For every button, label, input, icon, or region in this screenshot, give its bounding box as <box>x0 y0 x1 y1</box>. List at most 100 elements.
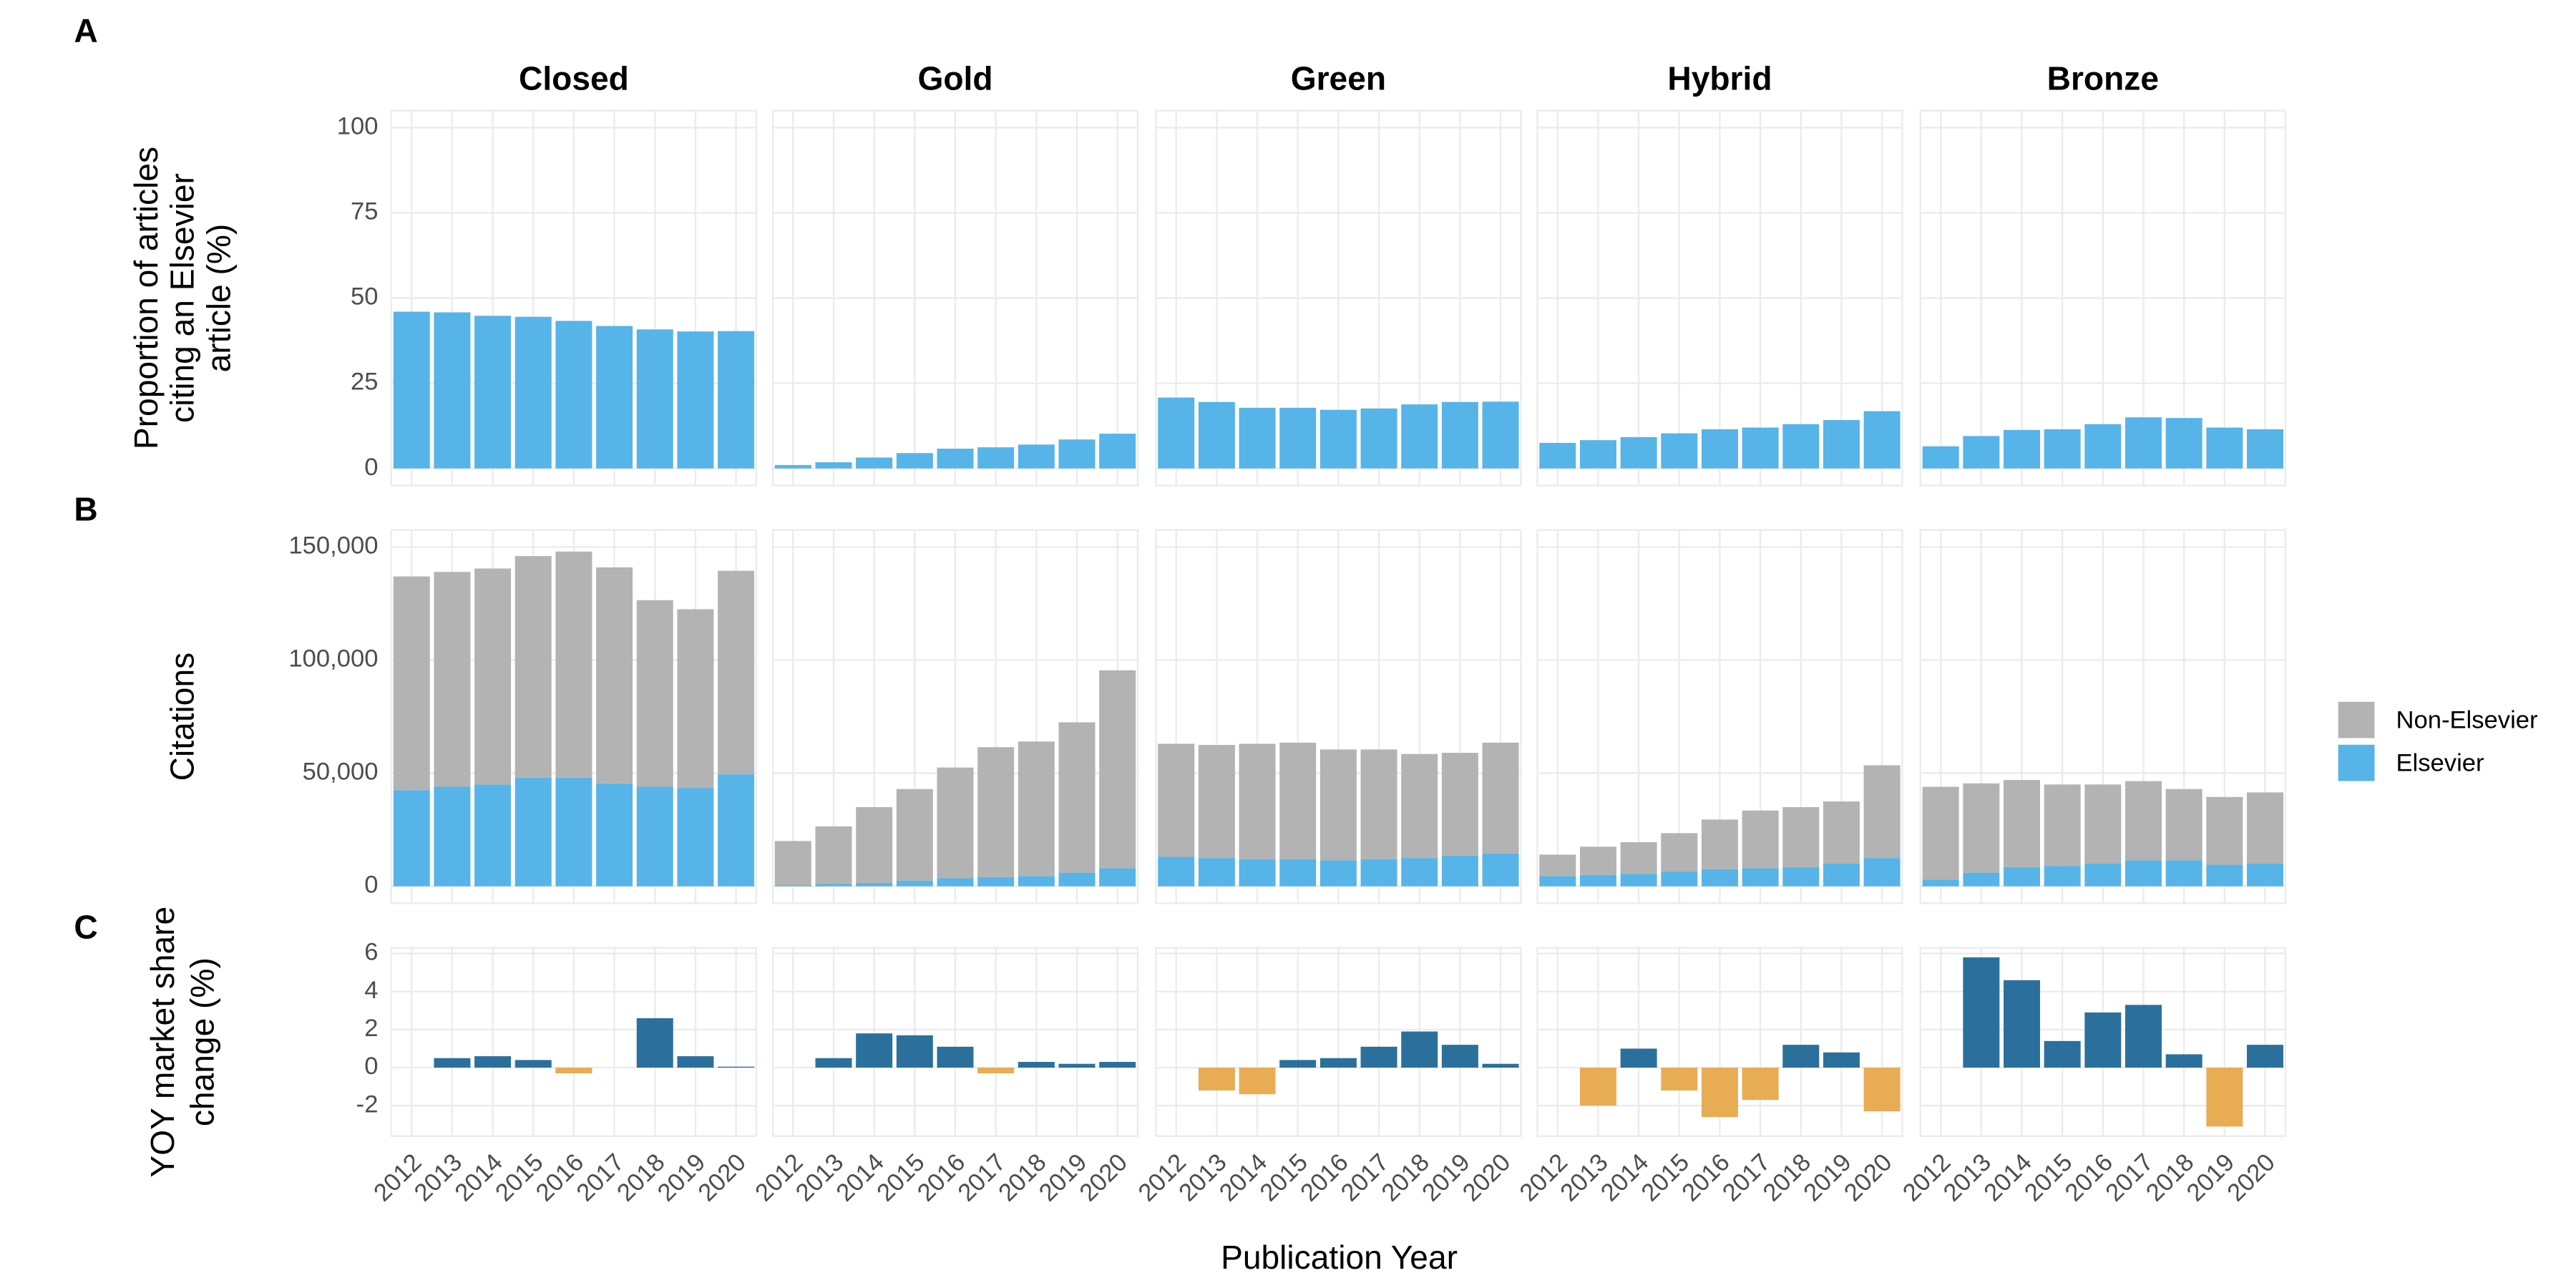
bar-segment <box>2247 792 2284 864</box>
bar-segment <box>1661 833 1698 872</box>
bar-segment <box>1661 872 1698 887</box>
bar-segment <box>1782 806 1820 867</box>
legend-swatch <box>2338 744 2375 781</box>
bar <box>815 1058 852 1068</box>
bar <box>1441 401 1478 469</box>
bar-segment <box>1401 753 1438 859</box>
bar <box>1319 409 1357 469</box>
bar <box>1099 434 1136 469</box>
bar <box>937 1046 974 1068</box>
bar-segment <box>1922 786 1959 880</box>
bar <box>434 312 471 469</box>
bar-segment <box>596 567 633 784</box>
bar-segment <box>1360 859 1397 887</box>
facet-title: Closed <box>519 59 629 97</box>
bar-segment <box>1441 855 1478 887</box>
y-axis-label: citing an Elsevier <box>164 173 201 423</box>
bar <box>1279 1060 1317 1068</box>
bar-segment <box>2165 860 2202 887</box>
bar-segment <box>514 777 552 887</box>
bar-segment <box>2125 860 2162 887</box>
bar <box>2247 429 2284 469</box>
bar <box>1701 1068 1738 1118</box>
bar-segment <box>1058 722 1096 873</box>
bar-segment <box>856 806 893 883</box>
y-tick-label: 50 <box>351 283 379 311</box>
bar <box>2084 1012 2122 1068</box>
bar <box>815 462 852 469</box>
bar-segment <box>977 877 1015 887</box>
bar-segment <box>636 786 673 887</box>
bar-segment <box>555 551 592 778</box>
y-tick-label: 100,000 <box>288 645 378 673</box>
bar <box>474 1056 512 1068</box>
bar-segment <box>1701 819 1738 869</box>
bar-segment <box>1239 859 1276 887</box>
bar-segment <box>1279 859 1317 887</box>
x-tick-label: 2020 <box>693 1148 751 1206</box>
bar-segment <box>1963 783 2000 873</box>
bar-segment <box>2165 789 2202 861</box>
bar-segment <box>718 570 755 775</box>
bar-segment <box>1319 860 1357 887</box>
y-axis-label: article (%) <box>200 224 237 373</box>
bar-segment <box>1823 863 1860 887</box>
y-tick-label: 0 <box>364 1053 378 1080</box>
facet-title: Green <box>1291 59 1386 97</box>
facet-title: Hybrid <box>1667 59 1772 97</box>
bar <box>677 331 714 469</box>
bar <box>1198 401 1235 469</box>
bar <box>1863 411 1901 469</box>
bar <box>1661 1068 1698 1091</box>
bar <box>474 316 512 469</box>
bar <box>1963 436 2000 469</box>
bar-segment <box>1539 876 1576 887</box>
bar-segment <box>1823 801 1860 864</box>
bar <box>2044 429 2081 469</box>
bar <box>1823 1052 1860 1068</box>
bar <box>1279 407 1317 469</box>
bar <box>1661 433 1698 469</box>
legend-label: Non-Elsevier <box>2396 707 2537 734</box>
bar-segment <box>1782 867 1820 887</box>
bar-segment <box>677 609 714 789</box>
bar-segment <box>2206 864 2243 887</box>
bar <box>1018 444 1055 469</box>
bar <box>1360 1046 1397 1068</box>
bar-segment <box>1863 858 1901 887</box>
x-tick-label: 2020 <box>1075 1148 1133 1206</box>
bar-segment <box>1742 868 1779 887</box>
bar <box>1099 1062 1136 1068</box>
y-tick-label: 6 <box>364 939 378 966</box>
bar <box>1482 1063 1519 1068</box>
bar <box>2247 1045 2284 1068</box>
bar-segment <box>636 600 673 787</box>
bar <box>1441 1045 1478 1068</box>
bar-segment <box>774 841 811 886</box>
bar <box>434 1058 471 1068</box>
bar <box>555 1068 592 1073</box>
bar <box>896 453 933 469</box>
bar <box>2125 1005 2162 1068</box>
bar-segment <box>2084 784 2122 864</box>
bar-segment <box>2206 796 2243 865</box>
y-axis-label: Proportion of articles <box>127 147 165 449</box>
y-axis-label: change (%) <box>183 957 220 1126</box>
y-tick-label: 75 <box>351 198 379 225</box>
y-tick-label: -2 <box>356 1091 379 1118</box>
facet-title: Bronze <box>2047 59 2159 97</box>
bar-segment <box>896 789 933 881</box>
bar <box>1963 957 2000 1068</box>
bar-segment <box>1158 743 1195 857</box>
bar-segment <box>2125 781 2162 861</box>
bar <box>636 329 673 469</box>
bar-segment <box>1441 753 1478 856</box>
bar-segment <box>2004 780 2041 867</box>
bar-segment <box>1963 872 2000 887</box>
bar <box>1922 446 1959 469</box>
bar <box>718 1066 755 1068</box>
bar <box>774 464 811 469</box>
bar-segment <box>393 790 430 887</box>
bar-segment <box>1058 872 1096 887</box>
